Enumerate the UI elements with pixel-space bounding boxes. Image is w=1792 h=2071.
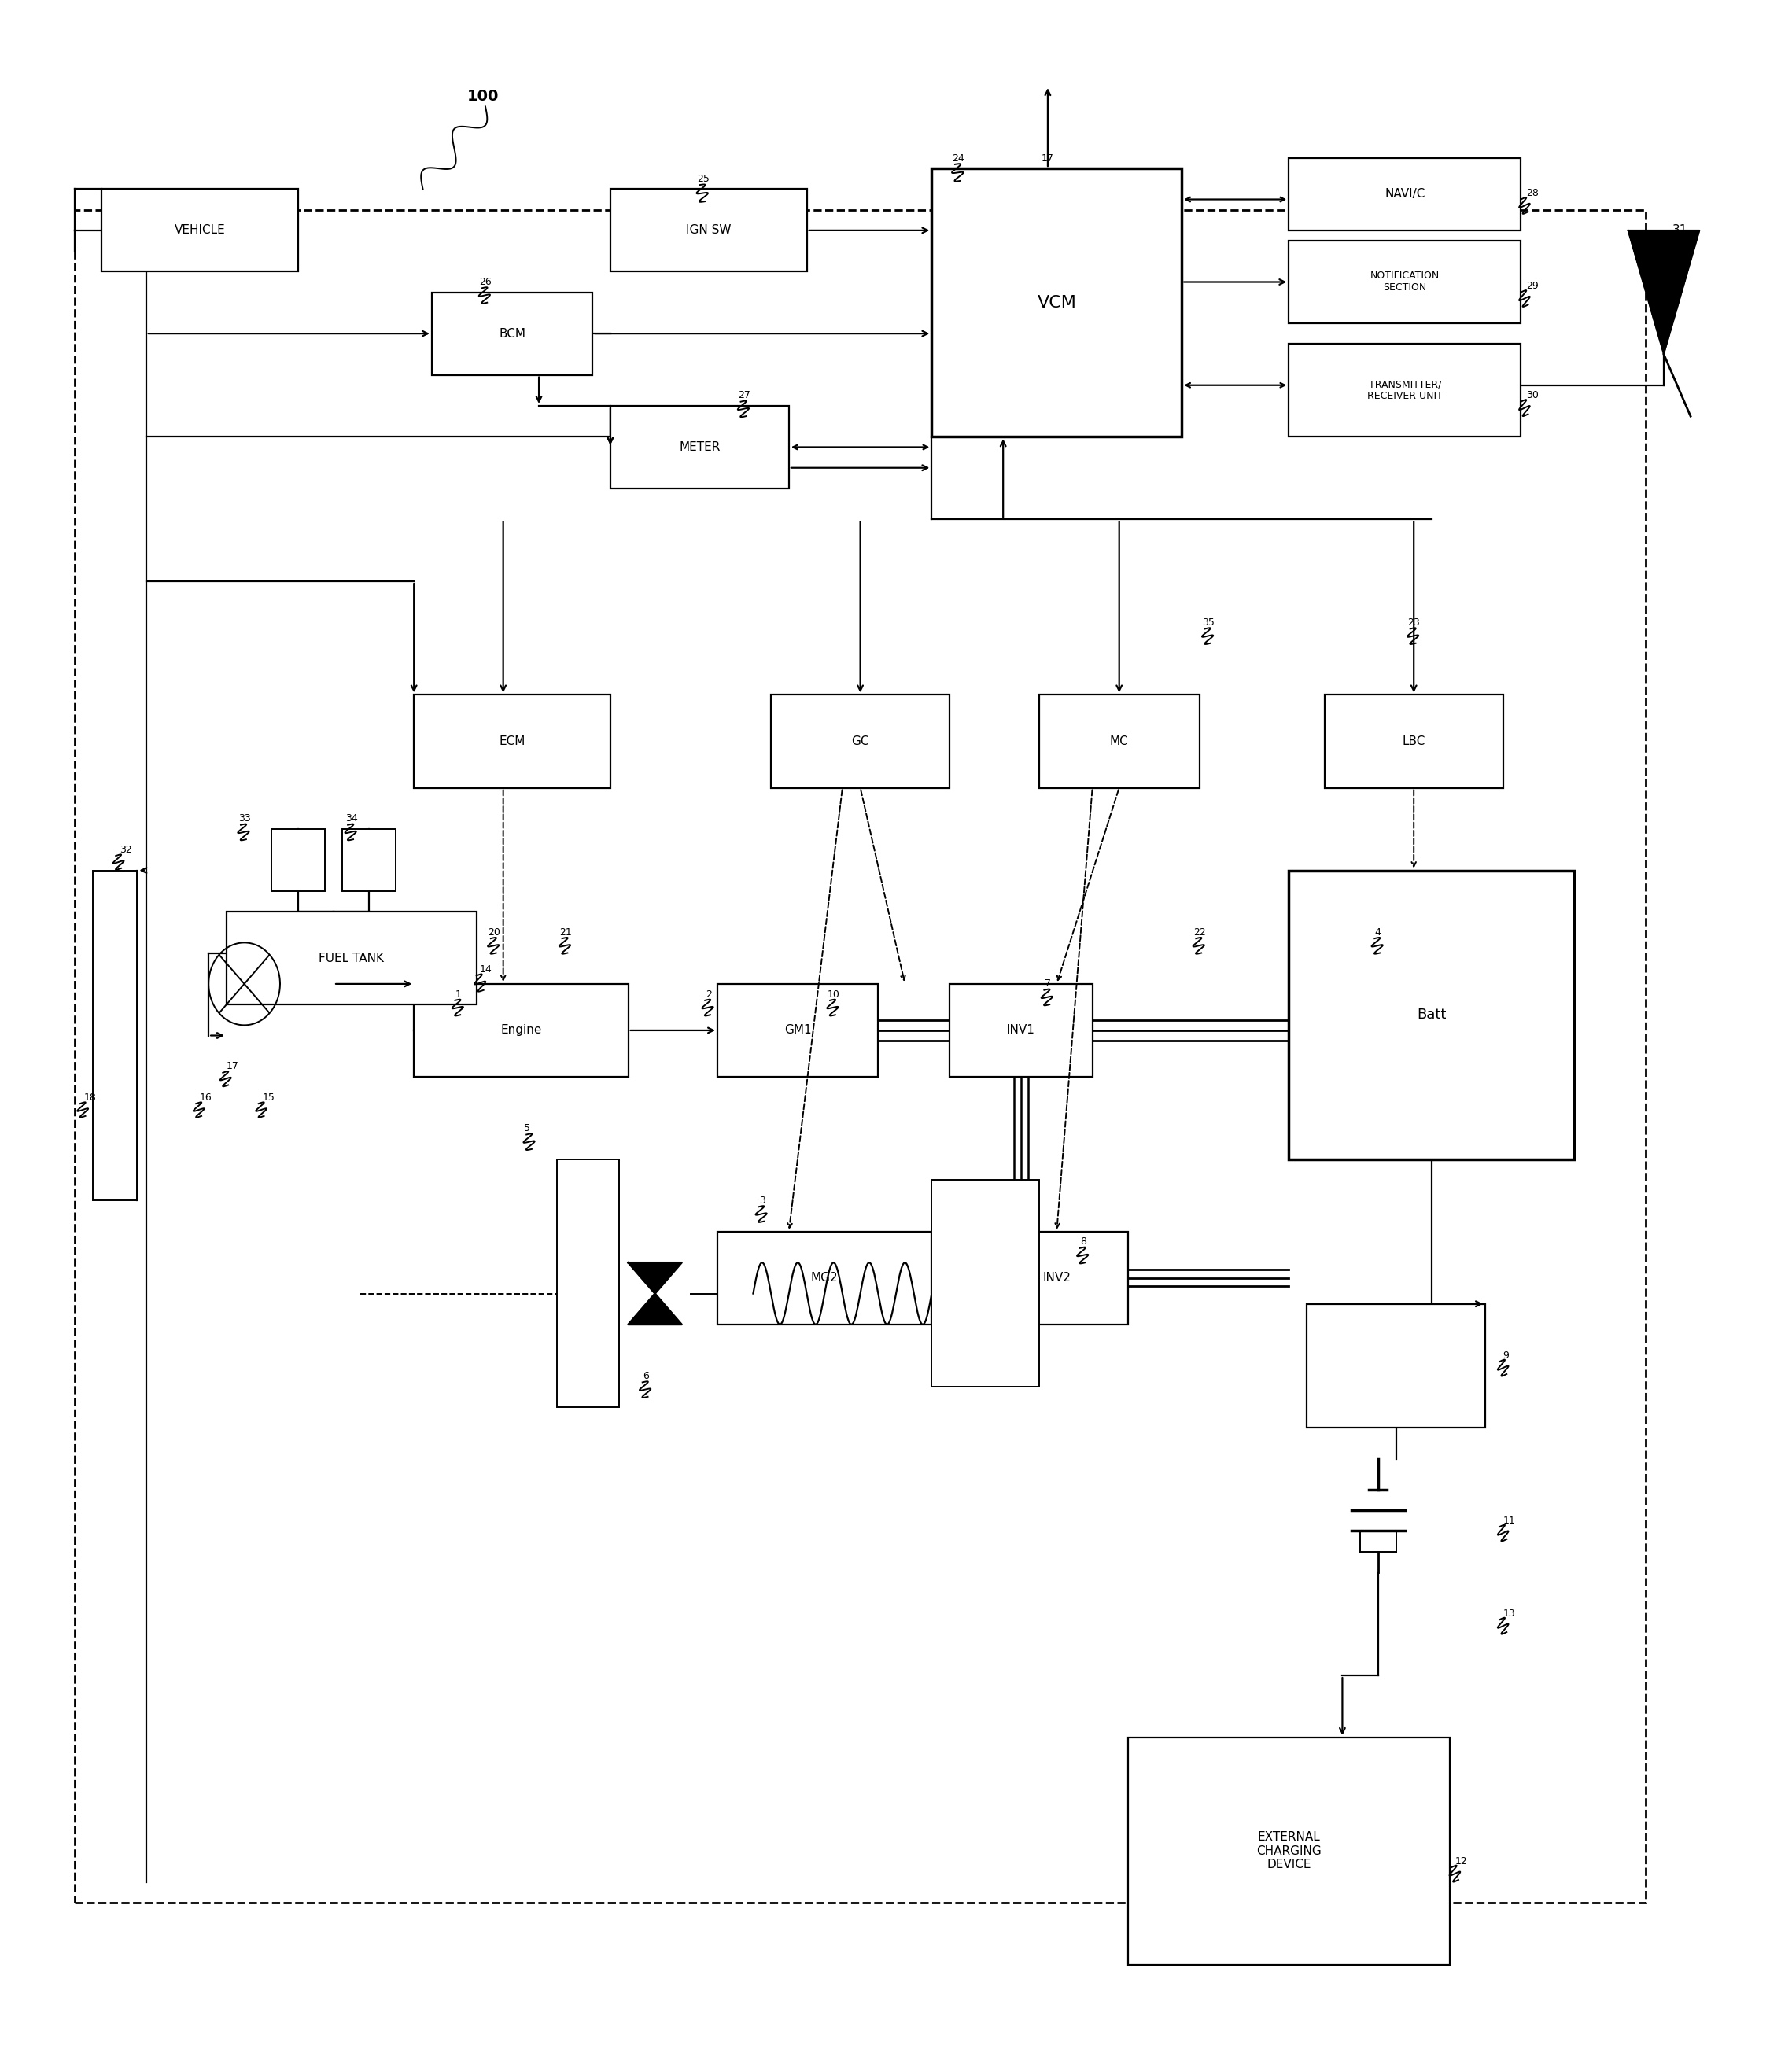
- Text: NAVI/C: NAVI/C: [1385, 188, 1425, 201]
- Bar: [611, 188, 806, 271]
- Text: 14: 14: [480, 965, 493, 975]
- Text: INV2: INV2: [1043, 1272, 1072, 1284]
- Bar: [986, 1232, 1129, 1325]
- Text: 7: 7: [1045, 980, 1050, 990]
- Text: 22: 22: [1193, 928, 1206, 938]
- Text: MG2: MG2: [812, 1272, 839, 1284]
- Text: 2: 2: [706, 990, 711, 1000]
- Text: 33: 33: [238, 814, 251, 824]
- Text: GM1: GM1: [785, 1025, 812, 1036]
- Text: INV1: INV1: [1007, 1025, 1036, 1036]
- Text: IGN SW: IGN SW: [686, 224, 731, 236]
- Text: 26: 26: [478, 278, 491, 288]
- Text: 100: 100: [468, 89, 500, 104]
- Bar: [75, 209, 1645, 1903]
- Text: LBC: LBC: [1401, 735, 1425, 748]
- Text: EXTERNAL
CHARGING
DEVICE: EXTERNAL CHARGING DEVICE: [1256, 1831, 1321, 1870]
- Text: 25: 25: [697, 174, 710, 184]
- Text: ECM: ECM: [498, 735, 525, 748]
- Bar: [1129, 1738, 1450, 1965]
- Text: 11: 11: [1503, 1516, 1516, 1526]
- Text: 20: 20: [487, 928, 500, 938]
- Text: TRANSMITTER/
RECEIVER UNIT: TRANSMITTER/ RECEIVER UNIT: [1367, 379, 1443, 402]
- Bar: [932, 1180, 1039, 1385]
- Bar: [1288, 157, 1521, 230]
- Bar: [717, 984, 878, 1077]
- Text: 30: 30: [1527, 391, 1539, 400]
- Text: 32: 32: [120, 845, 133, 855]
- Bar: [950, 984, 1093, 1077]
- Text: 17: 17: [226, 1060, 238, 1071]
- Text: MC: MC: [1109, 735, 1129, 748]
- Text: 16: 16: [199, 1091, 211, 1102]
- Text: 31: 31: [1672, 224, 1688, 236]
- Text: 9: 9: [1503, 1350, 1509, 1361]
- Text: 17: 17: [1041, 153, 1054, 164]
- Text: GC: GC: [851, 735, 869, 748]
- Text: NOTIFICATION
SECTION: NOTIFICATION SECTION: [1371, 271, 1439, 292]
- Text: 18: 18: [84, 1091, 97, 1102]
- Polygon shape: [629, 1263, 681, 1294]
- Text: 23: 23: [1407, 617, 1419, 628]
- Bar: [1324, 696, 1503, 787]
- Bar: [226, 911, 477, 1004]
- Text: 35: 35: [1202, 617, 1215, 628]
- Text: 29: 29: [1527, 282, 1539, 292]
- Bar: [414, 696, 611, 787]
- Bar: [432, 292, 593, 375]
- Text: Batt: Batt: [1417, 1009, 1446, 1021]
- Bar: [102, 188, 297, 271]
- Text: 24: 24: [952, 153, 964, 164]
- Text: 10: 10: [828, 990, 840, 1000]
- Bar: [342, 828, 396, 891]
- Text: VEHICLE: VEHICLE: [174, 224, 226, 236]
- Bar: [1288, 240, 1521, 323]
- Text: 5: 5: [523, 1122, 530, 1133]
- Text: Engine: Engine: [500, 1025, 541, 1036]
- Text: 13: 13: [1503, 1609, 1516, 1620]
- Bar: [771, 696, 950, 787]
- Text: METER: METER: [679, 441, 720, 454]
- Text: 1: 1: [455, 990, 462, 1000]
- Bar: [1288, 870, 1575, 1160]
- Bar: [414, 984, 629, 1077]
- Text: 8: 8: [1081, 1236, 1086, 1247]
- Bar: [611, 406, 788, 489]
- Bar: [93, 870, 138, 1201]
- Bar: [1306, 1305, 1486, 1427]
- Bar: [932, 168, 1181, 437]
- Text: 6: 6: [643, 1371, 649, 1381]
- Bar: [557, 1160, 620, 1406]
- Text: VCM: VCM: [1038, 294, 1077, 311]
- Text: FUEL TANK: FUEL TANK: [319, 953, 383, 963]
- Bar: [717, 1232, 932, 1325]
- Text: 34: 34: [346, 814, 358, 824]
- Bar: [1039, 696, 1199, 787]
- Text: 27: 27: [738, 391, 751, 400]
- Polygon shape: [1629, 230, 1699, 354]
- Bar: [271, 828, 324, 891]
- Bar: [1288, 344, 1521, 437]
- Text: 3: 3: [760, 1195, 765, 1205]
- Text: 12: 12: [1455, 1856, 1468, 1866]
- Text: 4: 4: [1374, 928, 1382, 938]
- Polygon shape: [629, 1294, 681, 1325]
- Text: 21: 21: [559, 928, 572, 938]
- Text: BCM: BCM: [498, 327, 525, 340]
- Text: 28: 28: [1527, 188, 1539, 199]
- Text: 15: 15: [262, 1091, 274, 1102]
